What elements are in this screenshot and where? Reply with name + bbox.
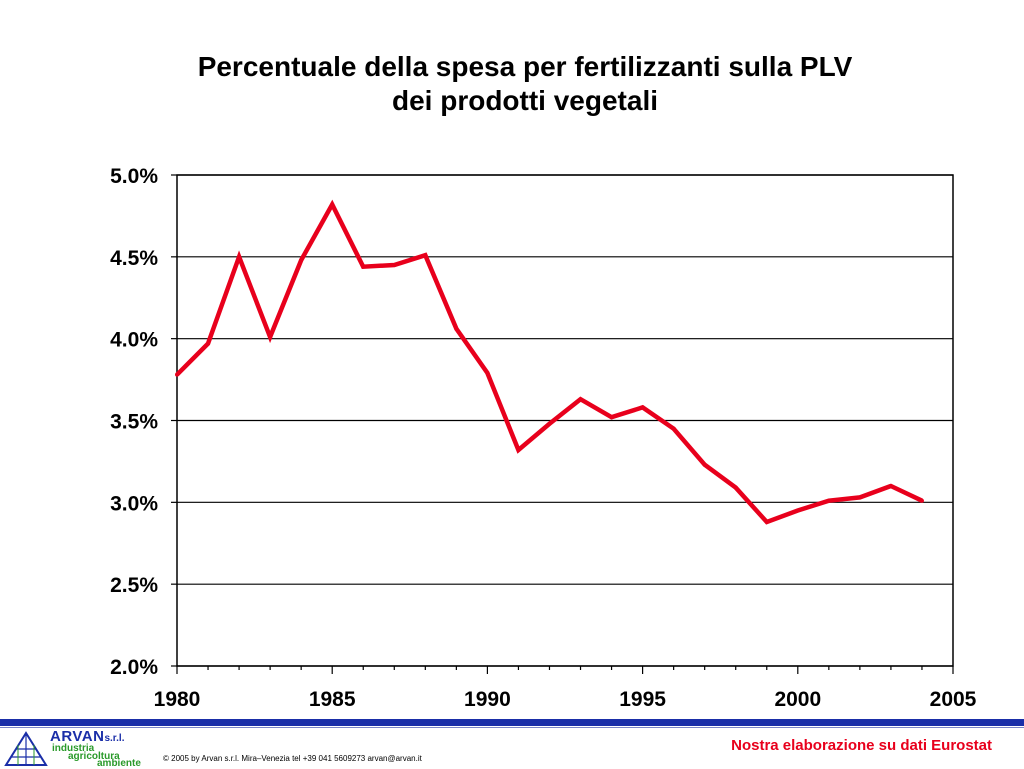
data-point (888, 483, 893, 488)
data-point (206, 341, 211, 346)
data-point (795, 508, 800, 513)
brand-name: ARVAN (50, 728, 105, 745)
data-point (919, 498, 924, 503)
data-point (826, 498, 831, 503)
data-point (237, 254, 242, 259)
footer-divider (0, 727, 1024, 728)
x-tick-label: 1985 (309, 688, 356, 711)
y-tick-label: 2.0% (110, 656, 158, 679)
data-point (268, 335, 273, 340)
x-tick-label: 2000 (774, 688, 821, 711)
data-point (578, 397, 583, 402)
data-point (764, 519, 769, 524)
footer-bar (0, 719, 1024, 726)
data-point (392, 263, 397, 268)
data-point (361, 264, 366, 269)
y-axis: 2.0% 2.5% 3.0% 3.5% 4.0% 4.5% 5.0% (110, 165, 177, 679)
y-tick-label: 4.5% (110, 247, 158, 270)
chart-title-line-1: Percentuale della spesa per fertilizzant… (197, 51, 853, 82)
data-point (857, 495, 862, 500)
brand-block: ARVANs.r.l. (50, 728, 124, 746)
brand-tagline-1: industria (52, 743, 95, 754)
y-tick-label: 3.5% (110, 411, 158, 434)
series-line (175, 199, 923, 525)
line-chart: 1980 1985 1990 1995 2000 2005 2.0% 2.5% 3.0% 3.5… (110, 165, 977, 711)
data-point (485, 371, 490, 376)
chart-title-line-2: dei prodotti vegetali (391, 85, 659, 116)
brand-suffix: s.r.l. (104, 733, 125, 744)
gridlines (177, 174, 953, 667)
x-axis: 1980 1985 1990 1995 2000 2005 (154, 666, 977, 711)
data-point (330, 202, 335, 207)
data-point (640, 405, 645, 410)
brand-tagline-2: agricoltura (68, 751, 120, 762)
arvan-logo-icon (4, 731, 48, 766)
y-tick-label: 2.5% (110, 574, 158, 597)
y-tick-label: 3.0% (110, 492, 158, 515)
chart-title: Percentuale della spesa per fertilizzant… (150, 50, 900, 118)
x-tick-label: 1990 (464, 688, 511, 711)
series-group (175, 199, 924, 525)
x-tick-label: 2005 (930, 688, 977, 711)
data-point (175, 372, 179, 377)
brand-tagline-3: ambiente (97, 758, 141, 769)
x-tick-label: 1980 (154, 688, 201, 711)
data-point (671, 426, 676, 431)
x-tick-label: 1995 (619, 688, 666, 711)
data-point (423, 253, 428, 258)
data-point (516, 447, 521, 452)
y-tick-label: 5.0% (110, 165, 158, 188)
data-point (733, 485, 738, 490)
data-point (299, 258, 304, 263)
data-point (609, 415, 614, 420)
data-point (454, 326, 459, 331)
y-tick-label: 4.0% (110, 329, 158, 352)
data-point (547, 421, 552, 426)
source-note: Nostra elaborazione su dati Eurostat (731, 737, 992, 754)
data-point (702, 462, 707, 467)
copyright-text: © 2005 by Arvan s.r.l. Mira–Venezia tel … (163, 754, 422, 763)
